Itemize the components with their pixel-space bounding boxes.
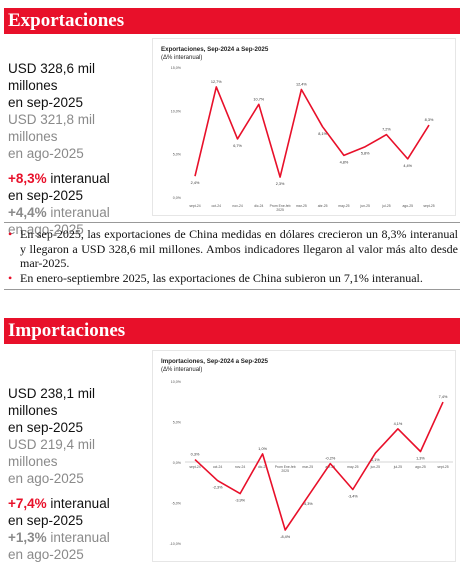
- y-tick-label: 10,0%: [171, 109, 182, 113]
- importaciones-chart-svg: Importaciones, Sep-2024 a Sep-2025 (Δ% in…: [161, 358, 453, 546]
- data-label: 7,2%: [382, 128, 391, 132]
- exportaciones-kpi-panel: USD 328,6 mil millones en sep-2025 USD 3…: [8, 60, 148, 238]
- exp-current-period: en sep-2025: [8, 95, 84, 110]
- x-tick-label: abr-25: [325, 465, 335, 469]
- series-line: [194, 86, 430, 178]
- x-tick-label: nov-24: [232, 204, 242, 208]
- exp-current-pct: +8,3%: [8, 171, 47, 186]
- x-tick-label: jul-25: [381, 204, 390, 208]
- exportaciones-chart: Exportaciones, Sep-2024 a Sep-2025 (Δ% in…: [152, 38, 456, 216]
- importaciones-header: Importaciones: [4, 318, 460, 344]
- data-label: -2,3%: [213, 486, 224, 490]
- data-label: 4,4%: [403, 164, 412, 168]
- imp-previous-pct-suffix: interanual: [46, 530, 110, 545]
- data-label: 12,7%: [211, 80, 222, 84]
- exportaciones-header: Exportaciones: [4, 8, 460, 34]
- x-tick-label: Prom Ene-feb: [275, 465, 296, 469]
- imp-current-value: USD 238,1 mil millones: [8, 386, 96, 418]
- x-tick-label: may-25: [347, 465, 358, 469]
- chart-title: Exportaciones, Sep-2024 a Sep-2025: [161, 46, 269, 53]
- importaciones-kpi-panel: USD 238,1 mil millones en sep-2025 USD 2…: [8, 385, 148, 563]
- imp-previous-value: USD 219,4 mil millones: [8, 437, 96, 469]
- x-tick-label: sept-24: [189, 204, 200, 208]
- data-label: 8,3%: [425, 118, 434, 122]
- x-tick-label: dic-24: [258, 465, 267, 469]
- x-tick-label: 2025: [281, 469, 289, 473]
- exp-previous-pct-suffix: interanual: [46, 205, 110, 220]
- data-label: 0,3%: [191, 453, 200, 457]
- x-tick-label: sept-24: [189, 465, 200, 469]
- data-label: 12,4%: [296, 83, 307, 87]
- imp-previous-pct: +1,3%: [8, 530, 47, 545]
- y-tick-label: 5,0%: [173, 421, 182, 425]
- imp-previous-period: en ago-2025: [8, 471, 84, 486]
- exportaciones-bullets: En sep-2025, las exportaciones de China …: [4, 222, 460, 291]
- data-label: 4,8%: [340, 160, 349, 164]
- x-tick-label: nov-24: [235, 465, 245, 469]
- x-tick-label: sept-25: [437, 465, 448, 469]
- data-label: 1,3%: [416, 456, 425, 460]
- exp-previous-period: en ago-2025: [8, 146, 84, 161]
- imp-current-pct-period: en sep-2025: [8, 513, 84, 528]
- data-label: 2,3%: [276, 182, 285, 186]
- data-label: -8,4%: [280, 535, 291, 539]
- y-tick-label: 5,0%: [173, 153, 182, 157]
- x-tick-label: jul-25: [393, 465, 402, 469]
- x-tick-label: ago-25: [415, 465, 426, 469]
- y-tick-label: 15,0%: [171, 66, 182, 70]
- x-tick-label: sept-25: [423, 204, 434, 208]
- x-tick-label: dic-24: [254, 204, 263, 208]
- chart-subtitle: (Δ% interanual): [161, 367, 202, 373]
- data-label: 7,4%: [439, 395, 448, 399]
- y-tick-label: 10,0%: [171, 380, 182, 384]
- importaciones-chart: Importaciones, Sep-2024 a Sep-2025 (Δ% in…: [152, 350, 456, 562]
- imp-current-pct-line: +7,4% interanual: [8, 495, 148, 512]
- y-tick-label: -5,0%: [172, 502, 182, 506]
- data-label: 6,7%: [233, 144, 242, 148]
- data-label: -0,2%: [325, 457, 336, 461]
- y-tick-label: -10,0%: [170, 542, 182, 546]
- data-label: -4,3%: [303, 502, 314, 506]
- x-tick-label: abr-25: [318, 204, 328, 208]
- data-label: 5,8%: [361, 152, 370, 156]
- exp-current-pct-suffix: interanual: [46, 171, 110, 186]
- exp-current-pct-period: en sep-2025: [8, 188, 84, 203]
- x-tick-label: oct-24: [212, 204, 222, 208]
- series-line: [194, 401, 444, 531]
- exp-previous-pct: +4,4%: [8, 205, 47, 220]
- exp-current-pct-line: +8,3% interanual: [8, 170, 148, 187]
- data-label: 10,7%: [253, 97, 264, 101]
- imp-previous-pct-line: +1,3% interanual: [8, 529, 148, 546]
- x-tick-label: mar-25: [302, 465, 313, 469]
- chart-title: Importaciones, Sep-2024 a Sep-2025: [161, 358, 269, 365]
- data-label: -3,4%: [348, 495, 359, 499]
- x-tick-label: 2025: [276, 208, 284, 212]
- exp-previous-pct-line: +4,4% interanual: [8, 204, 148, 221]
- data-label: 8,1%: [318, 132, 327, 136]
- y-tick-label: 0,0%: [173, 196, 182, 200]
- imp-current-period: en sep-2025: [8, 420, 84, 435]
- chart-subtitle: (Δ% interanual): [161, 55, 202, 61]
- x-tick-label: may-25: [338, 204, 349, 208]
- imp-previous-pct-period: en ago-2025: [8, 547, 84, 562]
- data-label: 4,1%: [394, 422, 403, 426]
- data-label: 1,1%: [371, 458, 380, 462]
- data-label: 1,0%: [258, 447, 267, 451]
- exp-previous-value: USD 321,8 mil millones: [8, 112, 96, 144]
- exportaciones-chart-svg: Exportaciones, Sep-2024 a Sep-2025 (Δ% in…: [161, 46, 435, 212]
- data-label: 2,4%: [191, 181, 200, 185]
- x-tick-label: jun-25: [370, 465, 381, 469]
- x-tick-label: jun-25: [359, 204, 370, 208]
- imp-current-pct: +7,4%: [8, 496, 47, 511]
- x-tick-label: Prom Ene-feb: [270, 204, 291, 208]
- data-label: -3,9%: [235, 499, 246, 503]
- y-tick-label: 0,0%: [173, 461, 182, 465]
- x-tick-label: ago-25: [402, 204, 413, 208]
- x-tick-label: oct-24: [213, 465, 223, 469]
- bullet-item: En enero-septiembre 2025, las exportacio…: [6, 271, 458, 286]
- exp-current-value: USD 328,6 mil millones: [8, 61, 96, 93]
- bullet-item: En sep-2025, las exportaciones de China …: [6, 227, 458, 271]
- x-tick-label: mar-25: [296, 204, 307, 208]
- imp-current-pct-suffix: interanual: [46, 496, 110, 511]
